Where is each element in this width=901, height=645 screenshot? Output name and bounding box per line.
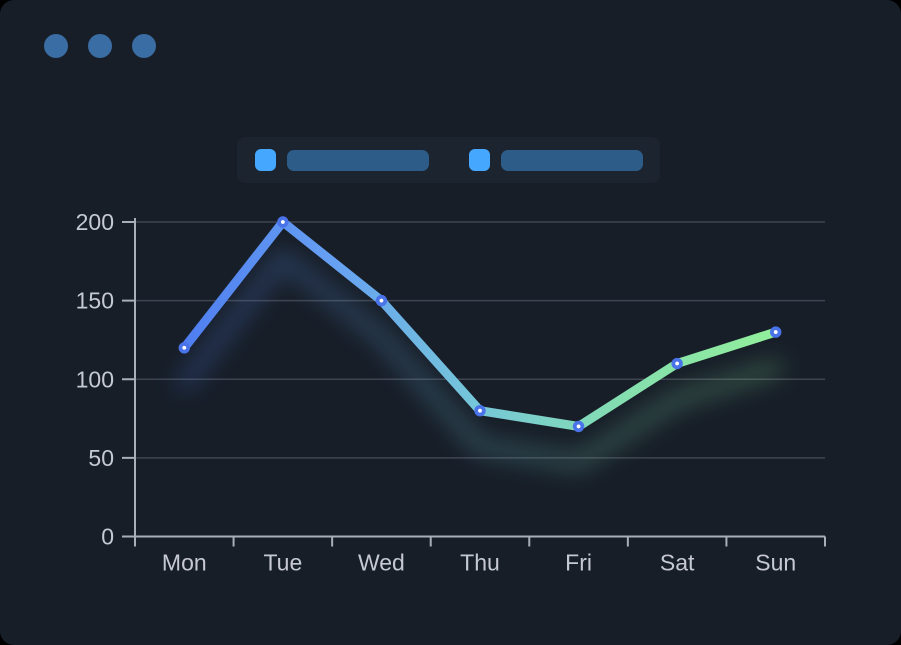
- chart-legend: [237, 137, 660, 183]
- legend-item-series-1[interactable]: [254, 149, 429, 171]
- x-tick-label: Mon: [162, 550, 207, 576]
- y-tick-label: 150: [76, 288, 114, 314]
- x-tick-label: Sat: [660, 550, 695, 576]
- window-controls: [44, 34, 156, 58]
- data-point-center: [773, 330, 778, 334]
- data-point-center: [182, 345, 187, 350]
- data-point-center: [478, 408, 482, 413]
- data-point-center: [576, 424, 581, 429]
- data-point-center: [379, 298, 384, 303]
- data-point-center: [280, 220, 285, 224]
- window-dot-icon[interactable]: [132, 34, 156, 58]
- data-point-center: [675, 361, 680, 366]
- y-tick-label: 200: [76, 209, 114, 235]
- x-tick-label: Sun: [755, 550, 796, 576]
- legend-swatch-icon: [468, 149, 490, 171]
- legend-swatch-icon: [254, 149, 276, 171]
- x-tick-label: Fri: [565, 550, 592, 576]
- y-tick-label: 50: [88, 445, 114, 471]
- y-tick-label: 100: [76, 366, 114, 392]
- y-tick-label: 0: [101, 524, 114, 550]
- x-tick-label: Tue: [263, 550, 302, 576]
- legend-label-placeholder: [500, 149, 643, 171]
- x-tick-label: Thu: [460, 550, 500, 576]
- legend-label-placeholder: [286, 149, 429, 171]
- line-glow: [177, 251, 783, 469]
- window-dot-icon[interactable]: [88, 34, 112, 58]
- legend-item-series-2[interactable]: [468, 149, 643, 171]
- x-tick-label: Wed: [358, 550, 405, 576]
- window-dot-icon[interactable]: [44, 34, 68, 58]
